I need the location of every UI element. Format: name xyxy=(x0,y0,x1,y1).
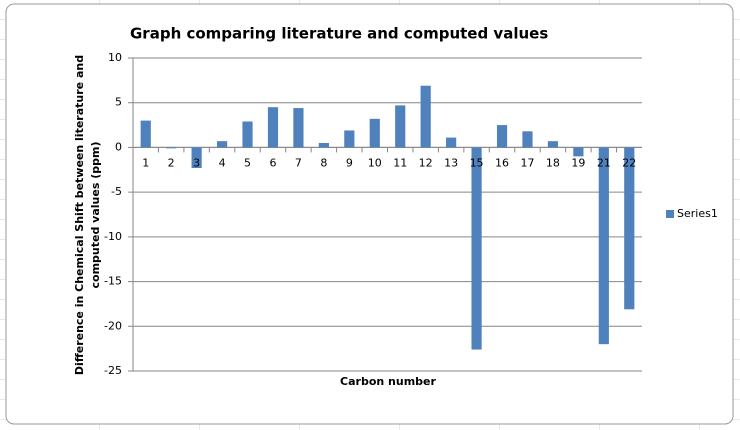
bar xyxy=(471,147,482,350)
bar xyxy=(522,131,533,148)
bar xyxy=(166,147,177,149)
x-tick-label: 13 xyxy=(444,156,458,169)
bar xyxy=(344,130,355,148)
bar xyxy=(598,147,609,345)
x-tick-label: 8 xyxy=(320,156,327,169)
x-tick-label: 7 xyxy=(295,156,302,169)
y-tick-label: 5 xyxy=(115,96,122,109)
y-axis-title-line: computed values (ppm) xyxy=(89,142,102,289)
x-tick-label: 16 xyxy=(495,156,509,169)
y-tick-label: 10 xyxy=(108,51,122,64)
bar xyxy=(395,105,406,148)
bar xyxy=(496,125,508,148)
y-tick-label: -10 xyxy=(104,230,122,243)
bar xyxy=(369,118,380,148)
x-tick-label: 2 xyxy=(168,156,175,169)
x-tick-label: 6 xyxy=(269,156,276,169)
legend-label: Series1 xyxy=(677,207,718,220)
bar xyxy=(420,85,431,148)
x-tick-label: 21 xyxy=(597,156,611,169)
x-tick-label: 1 xyxy=(142,156,149,169)
bar xyxy=(242,121,253,148)
bar xyxy=(216,141,228,148)
bar xyxy=(624,147,635,310)
y-tick-label: -5 xyxy=(111,185,122,198)
x-tick-label: 15 xyxy=(470,156,484,169)
x-tick-label: 18 xyxy=(546,156,560,169)
x-tick-label: 9 xyxy=(346,156,353,169)
bar xyxy=(267,107,279,148)
y-tick-label: -20 xyxy=(104,319,122,332)
x-tick-label: 12 xyxy=(419,156,433,169)
bar xyxy=(573,147,584,157)
bar xyxy=(547,141,559,148)
x-tick-label: 22 xyxy=(622,156,636,169)
y-tick-label: -15 xyxy=(104,275,122,288)
x-axis-title: Carbon number xyxy=(340,375,436,388)
x-tick-label: 4 xyxy=(219,156,226,169)
y-axis-title-line: Difference in Chemical Shift between lit… xyxy=(73,55,86,375)
legend-swatch xyxy=(666,210,674,218)
bar xyxy=(191,147,202,168)
x-tick-label: 5 xyxy=(244,156,251,169)
y-axis-title: Difference in Chemical Shift between lit… xyxy=(73,55,102,375)
x-tick-label: 19 xyxy=(571,156,585,169)
x-tick-label: 17 xyxy=(520,156,534,169)
x-tick-label: 11 xyxy=(393,156,407,169)
bar xyxy=(140,120,151,148)
bar xyxy=(446,137,457,148)
x-tick-label: 10 xyxy=(368,156,382,169)
y-tick-label: -25 xyxy=(104,364,122,377)
bar xyxy=(293,108,304,148)
y-tick-label: 0 xyxy=(115,140,122,153)
x-tick-label: 3 xyxy=(193,156,200,169)
chart-title: Graph comparing literature and computed … xyxy=(130,25,548,43)
chart-area[interactable] xyxy=(5,3,734,425)
bar xyxy=(318,142,329,148)
